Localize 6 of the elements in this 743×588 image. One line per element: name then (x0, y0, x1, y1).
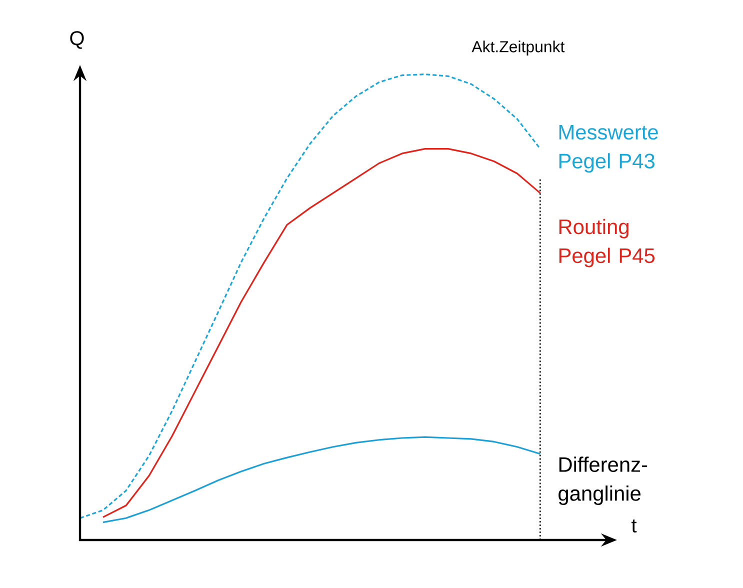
series-label: Routing Pegel P45 (559, 218, 654, 268)
y-axis-title: Q (70, 31, 84, 49)
series-label: Messwerte Pegel P43 (559, 124, 658, 173)
series-label: Differenz-ganglinie (558, 456, 648, 506)
x-axis-title: t (632, 519, 637, 533)
text: Akt.Zeitpunkt (472, 40, 565, 56)
